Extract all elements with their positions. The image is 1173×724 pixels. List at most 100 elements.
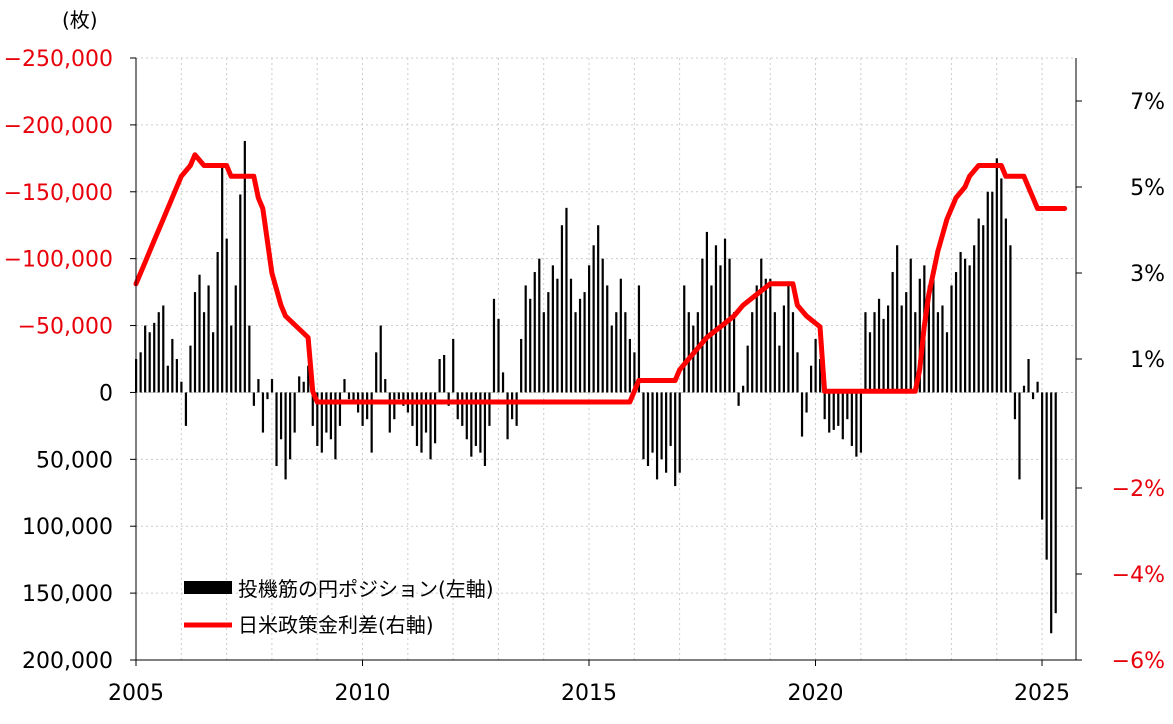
position-bar [429, 392, 432, 460]
position-bar [529, 298, 532, 393]
position-bar [1041, 392, 1044, 520]
position-bar [1054, 392, 1057, 614]
position-bar [800, 392, 804, 437]
position-bar [655, 392, 659, 480]
position-bar [325, 392, 328, 433]
position-bar [696, 312, 699, 393]
position-bar [506, 392, 509, 440]
position-bar [384, 379, 387, 393]
position-bar [578, 298, 582, 393]
position-bar [221, 165, 224, 393]
position-bar [705, 231, 708, 393]
position-bar [311, 392, 314, 426]
position-bar [809, 365, 813, 393]
position-bar [153, 322, 156, 393]
position-bar [1018, 392, 1021, 480]
position-bar [474, 392, 477, 446]
position-bar [628, 338, 631, 393]
bar-series [135, 140, 1057, 634]
right-axis-tick-label: −6% [1112, 649, 1165, 674]
position-bar [927, 285, 930, 393]
legend-label-line: 日米政策金利差(右軸) [238, 613, 434, 637]
left-axis-tick-label: 0 [99, 381, 113, 406]
x-axis-tick-label: 2015 [561, 681, 617, 706]
position-bar [171, 338, 174, 393]
position-bar [497, 318, 500, 393]
position-bar [868, 332, 872, 393]
position-bar [542, 312, 545, 393]
position-bar [189, 345, 192, 393]
position-bar [248, 325, 251, 393]
left-axis-tick-label: −200,000 [4, 114, 113, 139]
right-axis-tick-label: −4% [1112, 563, 1165, 588]
position-bar [660, 392, 663, 460]
position-bar [420, 392, 423, 453]
position-bar [230, 325, 233, 393]
axes: −250,000 −200,000 −150,000 −100,000 −50,000 0… [4, 47, 1165, 706]
position-bar [402, 392, 405, 406]
position-bar [1036, 381, 1039, 393]
right-axis-tick-label: 3% [1130, 262, 1165, 287]
x-axis-tick-label: 2025 [1014, 681, 1070, 706]
position-bar [769, 278, 772, 393]
position-bar [388, 392, 391, 433]
position-bar [932, 265, 935, 393]
position-bar [651, 392, 654, 453]
grid [136, 57, 1076, 661]
position-bar [782, 305, 786, 393]
position-bar [270, 379, 274, 393]
left-axis-tick-label: −150,000 [4, 181, 113, 206]
position-bar [261, 392, 265, 433]
position-bar [837, 392, 840, 426]
position-bar [343, 379, 346, 393]
position-bar [701, 258, 704, 393]
position-bar [479, 392, 482, 453]
position-bar [674, 392, 677, 487]
position-bar [633, 352, 636, 393]
position-bar [896, 245, 899, 393]
position-bar [773, 312, 776, 393]
left-axis-tick-label: 100,000 [22, 515, 113, 540]
position-bar [846, 392, 849, 420]
rate-differential-line [133, 152, 1068, 405]
position-bar [637, 285, 641, 393]
right-axis-tick-label: −2% [1112, 477, 1165, 502]
position-bar [610, 325, 613, 393]
position-bar [805, 392, 808, 413]
position-bar [166, 365, 169, 393]
position-bar [678, 392, 681, 473]
position-bar [873, 312, 876, 393]
position-bar [914, 312, 917, 393]
position-bar [320, 392, 323, 453]
line-series [133, 152, 1068, 405]
position-bar [751, 312, 754, 393]
position-bar [329, 392, 332, 440]
position-bar [193, 292, 197, 393]
position-bar [243, 140, 246, 393]
position-bar [755, 285, 758, 393]
position-bar [669, 392, 672, 446]
position-bar [289, 392, 292, 460]
position-bar [275, 392, 278, 467]
position-bar [737, 392, 740, 406]
position-bar [560, 225, 564, 393]
position-bar [887, 305, 890, 393]
position-bar [180, 381, 183, 393]
position-bar [723, 238, 727, 393]
position-bar [1022, 385, 1026, 393]
position-bar [973, 245, 976, 393]
position-bar [415, 392, 419, 446]
position-bar [728, 258, 731, 393]
legend: 投機筋の円ポジション(左軸) 日米政策金利差(右軸) [184, 577, 494, 637]
position-bar [225, 238, 228, 393]
position-bar [1000, 178, 1003, 393]
position-bar [307, 365, 310, 393]
position-bar [524, 285, 527, 393]
position-bar [443, 354, 446, 393]
position-bar [184, 392, 188, 426]
position-bar [316, 392, 319, 446]
position-bar [366, 392, 369, 420]
x-axis-tick-label: 2005 [108, 681, 164, 706]
position-bar [683, 285, 686, 393]
